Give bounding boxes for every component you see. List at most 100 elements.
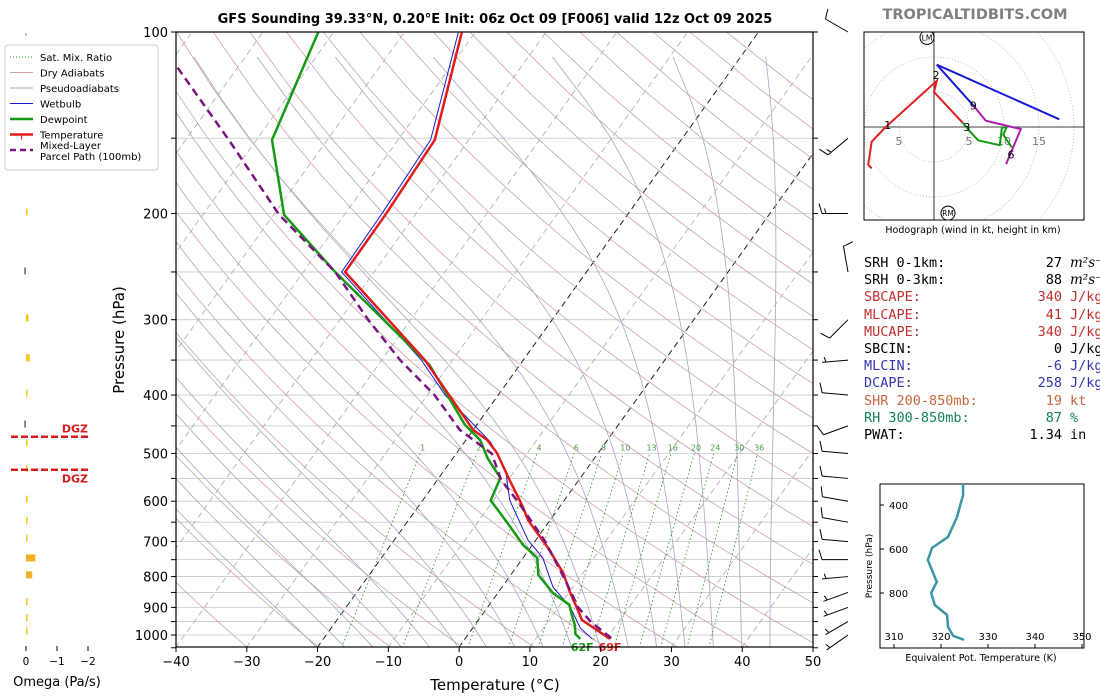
- parcel-path-line: [176, 63, 613, 640]
- x-tick-label: 30: [663, 655, 680, 670]
- stat-value: 27: [1045, 255, 1062, 271]
- stat-value: 41: [1045, 306, 1062, 323]
- x-tick-label: 50: [805, 655, 822, 670]
- pseudoadiabat: [176, 241, 516, 647]
- dry-adiabat: [176, 150, 750, 647]
- wind-barb: [822, 573, 849, 580]
- mixing-ratio-label: 4: [536, 444, 541, 453]
- mixing-ratio-label: 20: [691, 444, 701, 453]
- precip-area: [615, 46, 625, 58]
- omega-bar: [26, 354, 30, 362]
- wind-barb: [820, 486, 849, 502]
- omega-bar: [26, 554, 36, 562]
- wind-barb-staff: [822, 538, 849, 543]
- wind-barb-staff: [829, 319, 849, 339]
- dry-adiabat: [212, 32, 813, 565]
- pseudoadiabat: [256, 56, 629, 647]
- mixing-ratio-line: [508, 453, 575, 647]
- stat-unit: m²s⁻²: [1070, 255, 1100, 271]
- stat-row: PWAT: 1.34 in: [864, 427, 1100, 444]
- wind-barb-staff: [822, 475, 849, 479]
- stat-row: MUCAPE: 340 J/kg: [864, 324, 1100, 341]
- y-tick-label: 200: [143, 208, 168, 223]
- x-tick-label: 0: [455, 655, 463, 670]
- stat-unit: m²s⁻²: [1070, 272, 1100, 289]
- stat-label: SRH 0-1km:: [864, 255, 946, 271]
- x-tick-label: −30: [233, 655, 260, 670]
- dry-adiabat: [506, 32, 813, 285]
- stat-label: PWAT:: [864, 427, 905, 444]
- hodograph-trace: [972, 104, 1023, 165]
- wind-barb-full: [820, 332, 830, 339]
- omega-bar: [26, 534, 28, 542]
- omega-bar: [26, 627, 28, 635]
- pseudoadiabat: [176, 478, 346, 647]
- stat-value: 19: [1045, 392, 1062, 409]
- wind-barb: [823, 591, 849, 602]
- isotherm-line: [176, 32, 264, 155]
- wind-barb: [820, 319, 849, 339]
- wind-barb-half: [825, 643, 831, 649]
- wind-barb: [819, 382, 849, 396]
- wind-barb: [819, 440, 849, 454]
- pseudoadiabat: [552, 56, 714, 647]
- isotherm-line: [176, 32, 476, 451]
- dry-adiabat: [176, 331, 535, 647]
- wind-barb-staff: [822, 496, 849, 502]
- omega-bar: [26, 314, 29, 322]
- stat-label: MUCAPE:: [864, 323, 921, 340]
- pseudoadiabat: [334, 56, 657, 647]
- precip-area: [725, 96, 745, 108]
- wind-barb-half: [826, 149, 832, 153]
- dewpoint-line: [270, 32, 582, 640]
- mixing-ratio-line: [561, 453, 624, 647]
- omega-bar: [24, 267, 26, 275]
- mixing-ratio-label: 2: [476, 444, 481, 453]
- dry-adiabat: [322, 32, 813, 455]
- theta-e-x-tick-label: 330: [978, 632, 997, 643]
- mixing-ratio-line: [639, 453, 695, 647]
- mixing-ratio-label: 6: [574, 444, 579, 453]
- mixing-ratio-line: [590, 453, 651, 647]
- stat-label: SRH 0-3km:: [864, 272, 946, 289]
- omega-bar: [26, 613, 28, 621]
- precip-area: [696, 111, 744, 153]
- wind-barb-full: [819, 440, 823, 452]
- hodograph-frame: [863, 31, 1085, 221]
- wind-barb: [818, 203, 848, 215]
- pseudoadiabat: [176, 181, 544, 647]
- map-frame: [615, 32, 813, 231]
- stat-label: SHR 200-850mb:: [864, 392, 978, 409]
- wind-barb-staff: [822, 576, 849, 580]
- pseudoadiabat: [176, 508, 317, 647]
- wind-barb-full: [819, 529, 823, 540]
- x-tick-label: 20: [592, 655, 609, 670]
- wind-barb-full: [819, 382, 823, 393]
- storm-motion-label: RM: [942, 209, 954, 218]
- pseudoadiabat: [176, 413, 402, 647]
- hodograph-trace: [867, 77, 964, 170]
- omega-bar: [26, 439, 28, 447]
- hodograph-trace: [936, 63, 1060, 121]
- stat-label: RH 300-850mb:: [864, 409, 970, 426]
- stat-value: 258: [1037, 375, 1062, 392]
- dry-adiabat: [396, 32, 813, 385]
- wind-barb-staff: [823, 425, 849, 436]
- wind-barb-staff: [842, 246, 849, 273]
- omega-bar: [26, 389, 28, 397]
- dry-adiabat: [176, 517, 320, 647]
- legend: Sat. Mix. Ratio Dry Adiabats Pseudoadiabat…: [4, 44, 159, 171]
- mixing-ratio-line: [613, 453, 672, 647]
- stat-unit: %: [1070, 409, 1079, 426]
- omega-bar: [26, 571, 33, 579]
- stat-row: RH 300-850mb: 87%: [864, 410, 1100, 427]
- pseudoadiabat: [176, 336, 459, 647]
- wind-barb-staff: [825, 621, 849, 636]
- stat-value: 340: [1037, 323, 1062, 340]
- theta-e-y-tick-label: 800: [889, 589, 908, 600]
- wind-barb: [822, 356, 849, 363]
- theta-e-x-tick-label: 310: [884, 632, 903, 643]
- isotherm-line: [316, 32, 759, 647]
